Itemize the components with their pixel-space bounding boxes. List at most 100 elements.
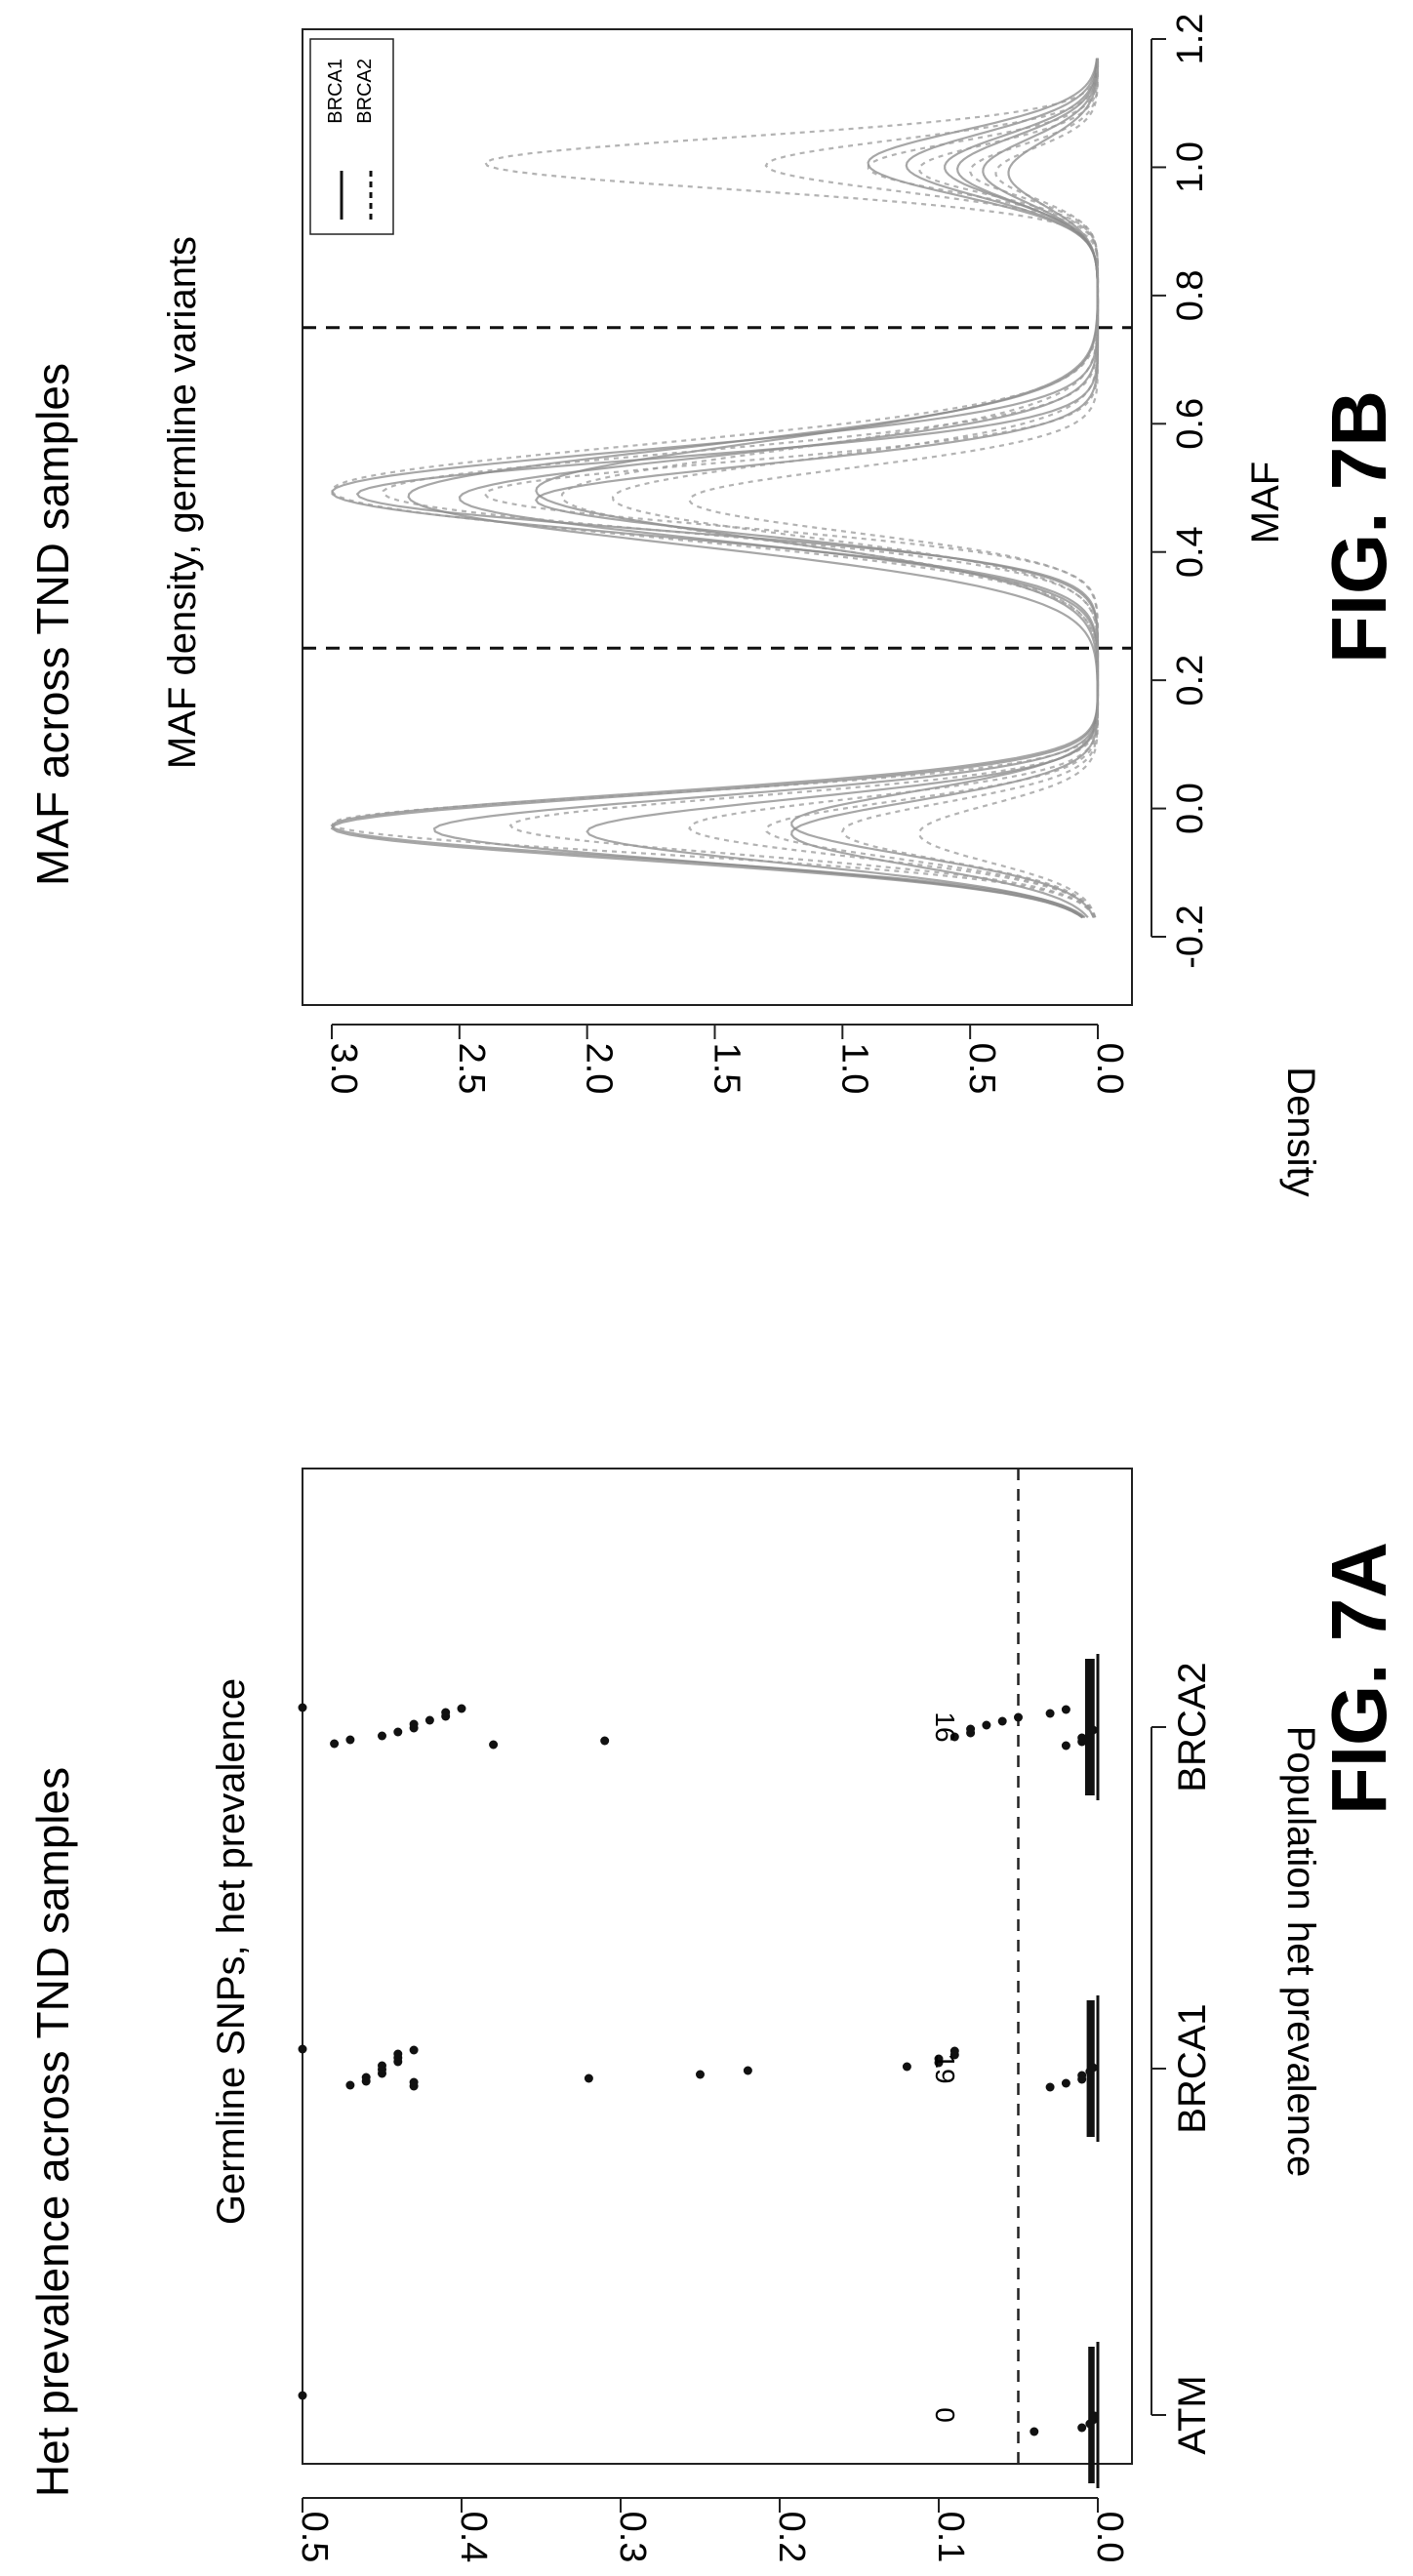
figure-7a-data-point (743, 2066, 752, 2075)
figure-a-page-title: Het prevalence across TND samples (27, 1767, 78, 2497)
figure-7b-density-curve-brca2 (330, 58, 1100, 918)
figure-7b-density-curve-brca1 (535, 58, 1099, 918)
figure-7b-maf-tick-label: 0.6 (1170, 398, 1211, 450)
figure-7a-plot-frame (302, 1468, 1133, 2465)
figure-7a-chart: Germline SNPs, het prevalence Population… (210, 1468, 1322, 2562)
figure-7a-data-point (298, 2391, 307, 2400)
figure-7a-category-label: ATM (1171, 2375, 1214, 2454)
figure-7b-maf-tick-label: 1.2 (1170, 14, 1211, 65)
figure-7a-data-point (298, 2044, 307, 2054)
figure-7b-density-tick-label: 2.0 (579, 1043, 620, 1095)
figure-7a-value-tick-label: 0.0 (1089, 2512, 1130, 2563)
figure-7a-data-point (345, 2080, 355, 2090)
figure-7a-data-point (696, 2070, 705, 2079)
figure-7a-category-label: BRCA2 (1171, 1662, 1214, 1791)
figure-7a-data-point (424, 1715, 434, 1725)
figure-7a-data-point (441, 1708, 451, 1717)
figure-7a-data-point (1061, 2078, 1070, 2088)
figure-7a-data-point (1014, 1712, 1023, 1722)
figure-7b-density-tick-label: 1.5 (706, 1043, 747, 1095)
figure-7a-value-tick-label: 0.3 (612, 2512, 653, 2563)
figure-7a-data-point (949, 2046, 959, 2056)
figure-7a-data-point (997, 1716, 1007, 1726)
figure-a-label: FIG. 7A (1315, 1542, 1402, 1815)
figure-7a-data-point (1088, 1725, 1098, 1735)
figure-7a-data-point (489, 1740, 499, 1750)
figure-7b-density-curve-brca1 (458, 58, 1100, 919)
figure-7b-chart: MAF density, germline variants MAF Densi… (161, 14, 1322, 1197)
figure-7a-category-label: BRCA1 (1171, 2003, 1214, 2133)
figure-7a-axes: 0.0 0.1 0.2 0.3 0.4 0.5 ATM BRCA1 BRCA2 (294, 1662, 1214, 2562)
figure-7a-data-point (330, 1739, 340, 1749)
figure-7a-data-point (934, 2054, 944, 2064)
figure-7a-data-point (1061, 1705, 1070, 1714)
figure-7a-data-point (966, 1724, 976, 1734)
figure-7b-density-tick-label: 0.0 (1089, 1043, 1130, 1095)
figure-7a-data-point (600, 1736, 610, 1746)
figure-7b-maf-tick-label: 0.0 (1170, 783, 1211, 834)
figure-7a-data-point (457, 1704, 466, 1713)
figure-7a-data-point (409, 2077, 419, 2087)
figure-7b-plot-frame (302, 28, 1133, 1006)
figure-7b-legend-label-brca2: BRCA2 (354, 59, 376, 124)
figure-7a-data-point (1077, 2071, 1087, 2080)
figure-7a-data-point (1045, 1709, 1055, 1718)
figure-b-page-title: MAF across TND samples (27, 363, 78, 886)
figure-7a-data-point (1090, 2411, 1100, 2421)
figure-7a-value-tick-label: 0.4 (453, 2512, 494, 2563)
figure-7b-x-axis-label: MAF (1244, 462, 1287, 543)
figure-7b-maf-tick-label: -0.2 (1170, 905, 1211, 968)
figure-7a-data-point (1045, 2082, 1055, 2092)
figure-7a-data-point (378, 1731, 386, 1741)
figure-7b-legend-label-brca1: BRCA1 (325, 59, 346, 124)
figure-7a-count-label: 0 (930, 2407, 960, 2423)
figure-7b-maf-tick-label: 0.8 (1170, 269, 1211, 321)
figure-7a-data-point (584, 2073, 593, 2083)
figure-7a-data-point (298, 1703, 307, 1712)
figure-7a-value-tick-label: 0.1 (930, 2512, 971, 2563)
figure-7a-data-point (1077, 1733, 1087, 1743)
figure-7a-data-point (982, 1720, 991, 1730)
figure-7b-density-curve-brca1 (330, 58, 1100, 919)
figure-7a-data-point (1088, 2063, 1098, 2073)
figure-7b-axes: -0.2 0.0 0.2 0.4 0.6 0.8 1.0 1.2 0.0 0.5 1.0 1.5 2.0… (323, 14, 1211, 1095)
figure-7b-density-tick-label: 0.5 (961, 1043, 1002, 1095)
figure-7a-y-axis-label: Population het prevalence (1279, 1726, 1322, 2178)
figure-7b-legend: BRCA1 BRCA2 (309, 38, 394, 235)
figure-7b-density-curve-brca2 (483, 58, 1100, 918)
figure-7b-density-curves (303, 58, 1132, 919)
figure-7a-data-point (949, 1732, 959, 1742)
figure-7a-data-point (409, 2045, 419, 2055)
figure-7b-density-curve-brca1 (330, 58, 1100, 919)
figure-7a-data-point (361, 2073, 371, 2082)
figure-7a-data-point (1029, 2427, 1039, 2436)
figure-7a-data-point (902, 2062, 911, 2072)
figure-7a-value-tick-label: 0.2 (771, 2512, 812, 2563)
figure-7b-maf-tick-label: 0.2 (1170, 655, 1211, 706)
figure-7b-density-tick-label: 2.5 (451, 1043, 492, 1095)
figure-7a-data-point (378, 2061, 386, 2071)
figure-7a-data-point (345, 1735, 355, 1745)
figure-7a-marks: 0 19 16 (298, 1469, 1100, 2488)
figure-7b-title: MAF density, germline variants (161, 236, 204, 769)
figure-7b-maf-tick-label: 0.4 (1170, 526, 1211, 578)
figure-7b-density-tick-label: 3.0 (323, 1043, 364, 1095)
figure-7b-density-curve-brca2 (560, 58, 1100, 918)
figure-7a-count-label: 19 (930, 2053, 960, 2083)
figure-7a-data-point (1061, 1741, 1070, 1751)
figure-7a-title: Germline SNPs, het prevalence (210, 1678, 253, 2225)
figure-7b-density-curve-brca2 (688, 58, 1100, 918)
figure-7b-density-tick-label: 1.0 (833, 1043, 874, 1095)
figure-7a-count-label: 16 (930, 1711, 960, 1742)
figure-7a-value-tick-label: 0.5 (294, 2512, 335, 2563)
figure-7b-y-axis-label: Density (1279, 1067, 1322, 1196)
figure-7a-data-point (1077, 2423, 1087, 2433)
figure-7a-data-point (393, 2049, 403, 2059)
figure-7b-legend-box (309, 38, 394, 235)
figure-7a-data-point (393, 1727, 403, 1737)
figure-7b-maf-tick-label: 1.0 (1170, 141, 1211, 193)
figure-b-label: FIG. 7B (1315, 390, 1402, 664)
figure-7b-density-curve-brca2 (382, 58, 1100, 918)
figure-7b-density-curve-brca2 (611, 58, 1100, 918)
